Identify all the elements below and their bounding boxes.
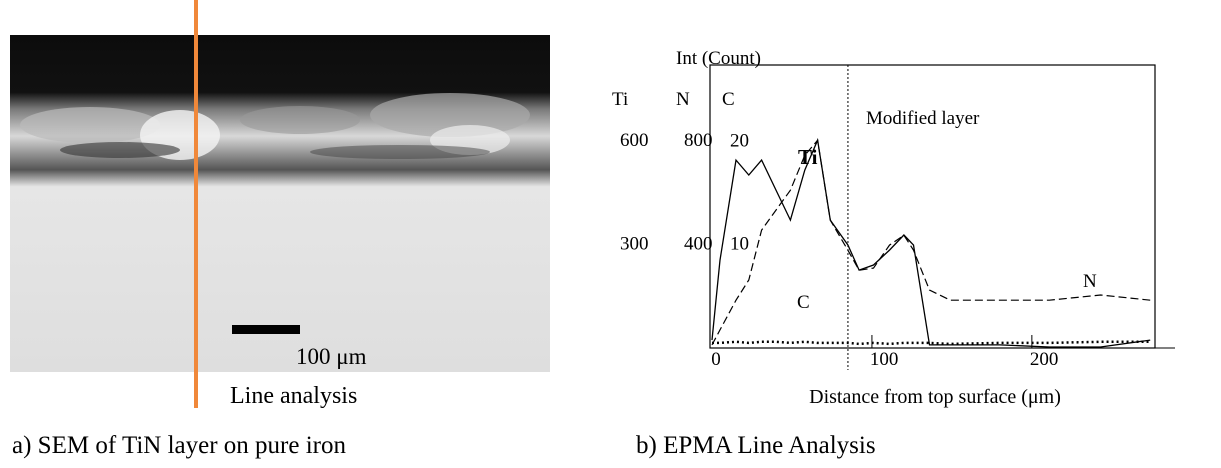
y-tick-label: 800 bbox=[684, 130, 713, 151]
y-tick-label: 300 bbox=[620, 234, 649, 255]
y-tick-label: 600 bbox=[620, 130, 649, 151]
y-tick-label: 10 bbox=[730, 234, 749, 255]
axis-header: Ti bbox=[612, 89, 628, 110]
series-line bbox=[712, 340, 1151, 346]
annotation: Modified layer bbox=[866, 108, 980, 129]
axis-header: C bbox=[722, 89, 735, 110]
y-tick-label: 20 bbox=[730, 130, 749, 151]
axis-header: N bbox=[676, 89, 690, 110]
series-label: Ti bbox=[798, 145, 818, 169]
scale-bar-label: 100 μm bbox=[296, 344, 367, 369]
series-line bbox=[711, 137, 1151, 348]
x-tick-label: 100 bbox=[870, 349, 899, 370]
line-analysis-label: Line analysis bbox=[230, 383, 357, 409]
series-line bbox=[711, 138, 1151, 346]
y-header: Int (Count) bbox=[676, 48, 761, 69]
series-label: C bbox=[797, 292, 810, 313]
caption-b: b) EPMA Line Analysis bbox=[636, 432, 876, 459]
x-tick-label: 200 bbox=[1030, 349, 1059, 370]
caption-a: a) SEM of TiN layer on pure iron bbox=[12, 432, 346, 459]
y-tick-label: 400 bbox=[684, 234, 713, 255]
sem-image: 100 μm bbox=[10, 35, 550, 372]
series-label: N bbox=[1083, 271, 1097, 292]
x-tick-label: 0 bbox=[711, 349, 721, 370]
x-axis-label: Distance from top surface (μm) bbox=[809, 386, 1061, 408]
